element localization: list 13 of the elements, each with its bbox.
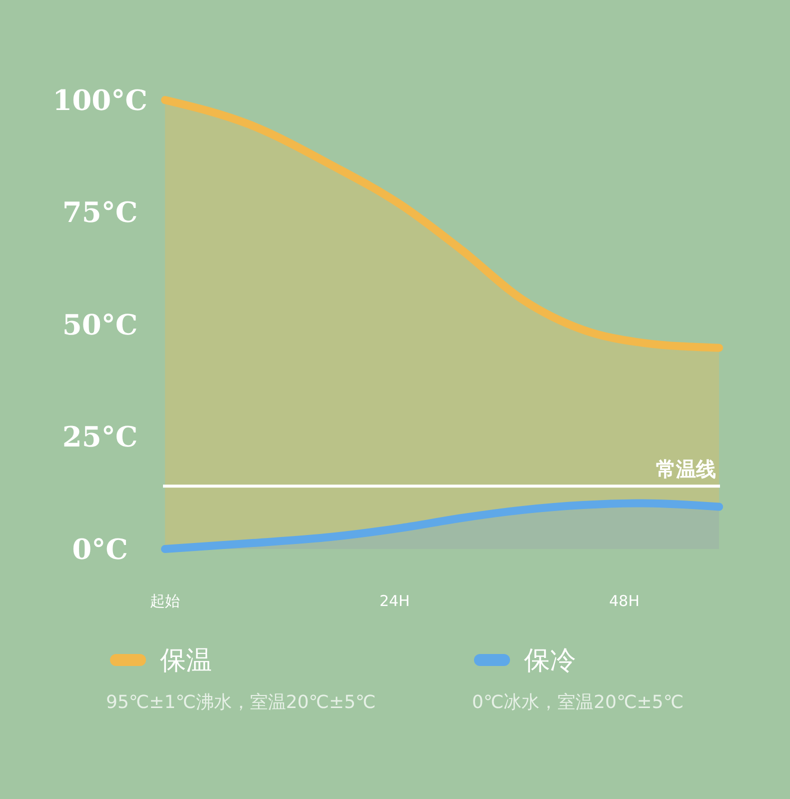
legend-label: 保冷 (524, 646, 576, 676)
y-tick-label: 100°C (52, 84, 148, 117)
text: 0℃冰水，室温20℃±5℃ (472, 692, 684, 713)
y-tick-label: 0°C (72, 532, 128, 566)
x-tick-label: 48H (609, 592, 640, 610)
text: 95℃±1℃沸水，室温20℃±5℃ (106, 692, 376, 713)
y-tick-label: 75°C (62, 196, 138, 230)
x-tick-label: 24H (379, 592, 410, 610)
ref-line-label: 常温线 (656, 457, 716, 482)
y-tick-label: 25°C (62, 420, 138, 454)
x-tick-label: 起始 (150, 592, 180, 610)
legend-label: 保温 (160, 646, 212, 676)
y-tick-label: 50°C (62, 308, 138, 342)
